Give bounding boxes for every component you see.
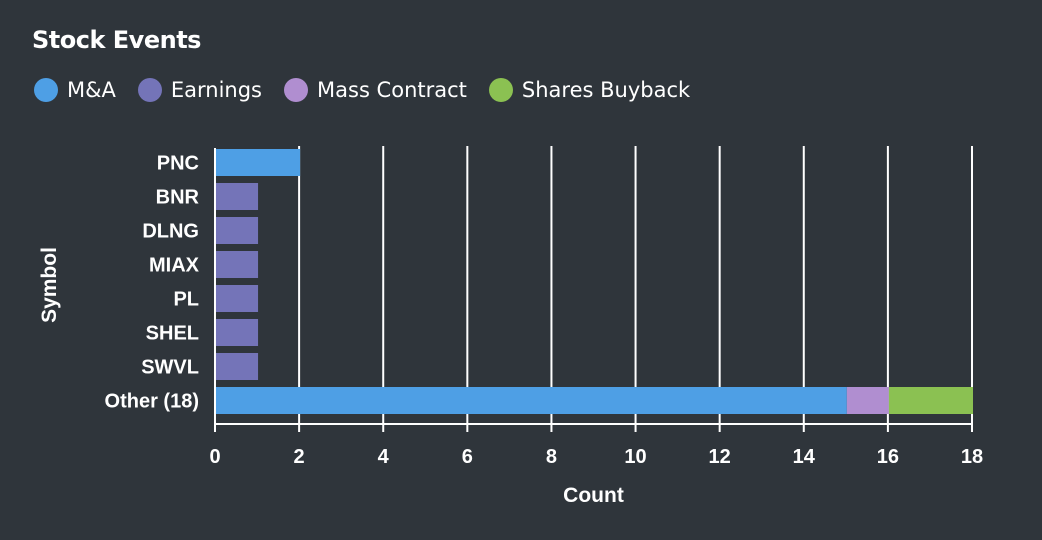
bar	[888, 387, 973, 414]
bar	[216, 251, 259, 278]
x-tick-label: 12	[709, 446, 731, 468]
y-tick-label: SWVL	[141, 357, 199, 379]
bar	[846, 387, 889, 414]
x-axis-title: Count	[563, 484, 624, 507]
chart-legend: M&A Earnings Mass Contract Shares Buybac…	[34, 78, 690, 102]
y-tick-label: Other (18)	[105, 391, 199, 413]
bar	[216, 353, 259, 380]
x-tick-label: 2	[294, 446, 305, 468]
chart-title: Stock Events	[32, 26, 201, 54]
x-tick-label: 0	[209, 446, 220, 468]
legend-label-shares-buyback: Shares Buyback	[521, 78, 691, 102]
bar	[216, 149, 301, 176]
y-tick-label: PL	[173, 289, 199, 311]
bar	[216, 183, 259, 210]
legend-item-shares-buyback[interactable]: Shares Buyback	[488, 78, 691, 102]
legend-item-mass-contract[interactable]: Mass Contract	[284, 78, 467, 102]
bar	[216, 387, 847, 414]
x-tick-label: 4	[378, 446, 390, 468]
x-tick-label: 8	[546, 446, 557, 468]
y-tick-label: BNR	[156, 187, 200, 209]
bar	[216, 285, 259, 312]
bar	[216, 319, 259, 346]
y-tick-label: SHEL	[146, 323, 199, 345]
x-tick-label: 16	[877, 446, 899, 468]
y-axis-title: Symbol	[38, 247, 61, 323]
x-tick-label: 6	[462, 446, 473, 468]
x-tick-label: 14	[793, 446, 816, 468]
y-tick-label: PNC	[157, 153, 199, 175]
x-tick-label: 18	[961, 446, 983, 468]
legend-swatch-earnings	[137, 78, 162, 102]
y-tick-label: MIAX	[149, 255, 200, 277]
legend-label-earnings: Earnings	[170, 78, 263, 102]
legend-item-earnings[interactable]: Earnings	[137, 78, 263, 102]
legend-swatch-shares-buyback	[488, 78, 513, 102]
legend-item-ma[interactable]: M&A	[34, 78, 116, 102]
bar	[216, 217, 259, 244]
y-tick-label: DLNG	[142, 221, 199, 243]
legend-label-ma: M&A	[67, 78, 116, 102]
legend-swatch-ma	[34, 78, 58, 102]
legend-label-mass-contract: Mass Contract	[317, 78, 467, 102]
x-tick-label: 10	[624, 446, 646, 468]
legend-swatch-mass-contract	[284, 78, 309, 102]
